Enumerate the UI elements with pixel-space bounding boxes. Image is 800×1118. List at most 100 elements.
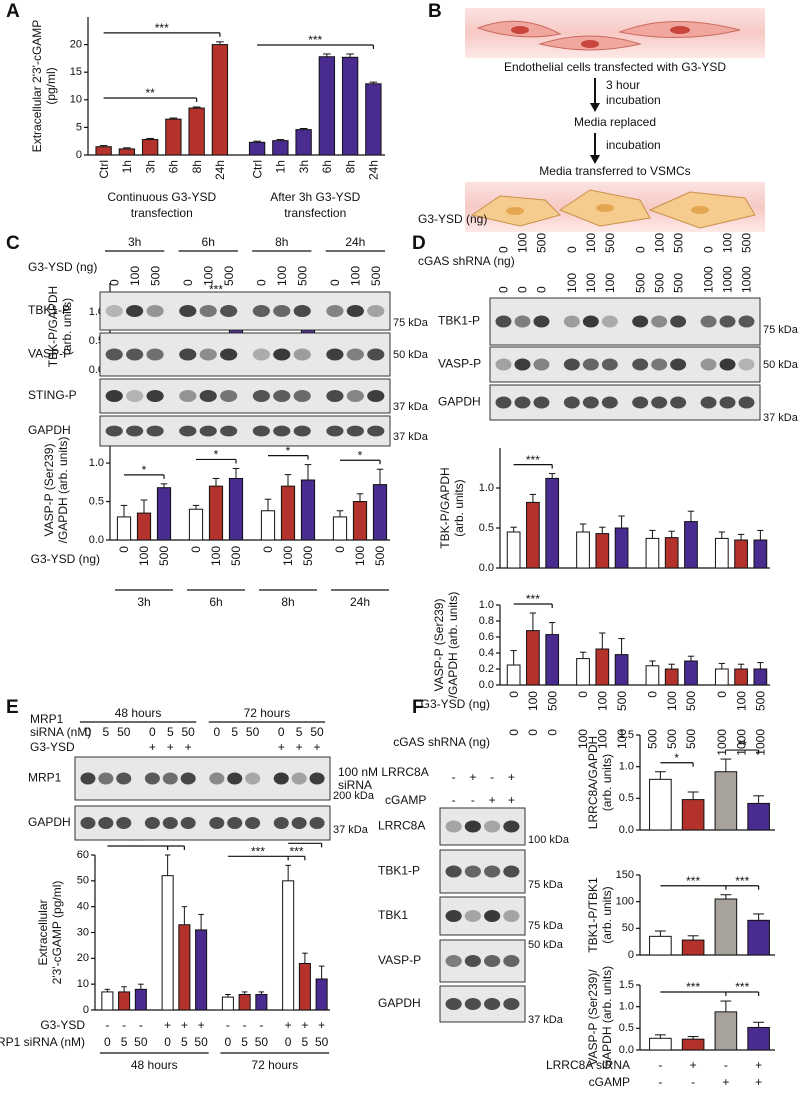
blot-band xyxy=(326,348,344,361)
bar xyxy=(614,654,629,686)
bar xyxy=(136,512,152,541)
x-row-value: 100 xyxy=(576,729,590,749)
lane-value: 0 xyxy=(535,286,549,293)
x-row-value: 50 xyxy=(194,1035,208,1049)
blot-band xyxy=(503,820,520,833)
lane-row-label: siRNA (nM) xyxy=(30,725,91,739)
diagram-text: Media replaced xyxy=(574,115,656,129)
x-row-value: - xyxy=(243,1018,247,1032)
x-row-value: 0 xyxy=(189,546,203,553)
y-tick-label: 50 xyxy=(622,922,634,934)
blot-band xyxy=(367,305,385,317)
x-row-value: - xyxy=(658,1075,662,1089)
lane-value: 500 xyxy=(295,266,309,286)
bar xyxy=(282,880,295,1011)
x-row-value: 0 xyxy=(507,691,521,698)
nucleus xyxy=(691,206,709,214)
y-axis-label: (arb. units) xyxy=(600,886,614,943)
y-tick-label: 40 xyxy=(77,901,89,913)
nucleus xyxy=(506,207,524,215)
blot-band xyxy=(445,910,462,922)
y-axis-label: VASP-P (Ser239) xyxy=(432,599,446,692)
x-row-value: 1000 xyxy=(734,729,748,756)
y-tick-label: 0.4 xyxy=(479,647,494,659)
significance-label: *** xyxy=(735,980,749,994)
x-row-value: 0 xyxy=(576,691,590,698)
blot-band xyxy=(670,358,687,371)
lane-value: + xyxy=(508,793,515,807)
y-tick-label: 0.5 xyxy=(619,1022,634,1034)
bar xyxy=(228,477,244,541)
significance-label: ** xyxy=(171,834,181,848)
bar xyxy=(332,516,348,541)
blot-band xyxy=(293,425,311,437)
lane-value: 500 xyxy=(535,233,549,253)
x-row-value: 500 xyxy=(684,691,698,711)
x-row-value: 0 xyxy=(545,729,559,736)
blot-band xyxy=(738,396,755,409)
blot-row-label: TBK1-P xyxy=(438,314,480,328)
blot-band xyxy=(495,315,512,328)
blot-band xyxy=(273,305,291,317)
lane-value: 1000 xyxy=(721,266,735,293)
blot-band xyxy=(563,315,580,328)
bar xyxy=(95,146,112,156)
x-row-value: 50 xyxy=(134,1035,148,1049)
y-tick-label: 50 xyxy=(77,875,89,887)
bar xyxy=(664,668,679,686)
x-tick-label: 8h xyxy=(190,160,204,173)
blot-band xyxy=(293,305,311,317)
x-row-value: + xyxy=(181,1018,188,1032)
blot-band xyxy=(326,390,344,402)
blot-strip xyxy=(489,297,761,346)
x-tick-label: 3h xyxy=(143,160,157,173)
x-row-value: 100 xyxy=(526,691,540,711)
blot-band xyxy=(503,865,520,878)
bar xyxy=(595,533,610,569)
lane-value: + xyxy=(185,740,192,754)
group-label: 3h xyxy=(137,595,150,609)
bar xyxy=(734,668,748,686)
diagram-text: incubation xyxy=(606,138,661,152)
x-row-value: 1000 xyxy=(754,729,768,756)
blot-band xyxy=(144,772,160,785)
y-tick-label: 0.5 xyxy=(619,792,634,804)
significance-label: *** xyxy=(251,845,265,859)
blot-band xyxy=(105,425,123,437)
nucleus xyxy=(670,26,690,34)
blot-band xyxy=(346,390,364,402)
group-label: 48 hours xyxy=(131,1058,178,1072)
x-row-value: 500 xyxy=(301,546,315,566)
x-tick-label: 1h xyxy=(120,160,134,173)
blot-band xyxy=(601,358,618,371)
blot-band xyxy=(651,315,668,328)
x-row-value: 500 xyxy=(615,691,629,711)
y-tick-label: 0 xyxy=(76,149,82,161)
blot-band xyxy=(632,315,649,328)
blot-band xyxy=(582,396,599,409)
bar xyxy=(614,527,629,569)
arrow-head xyxy=(590,103,600,112)
blot-band xyxy=(326,425,344,437)
panel-letter: F xyxy=(412,697,424,718)
blot-band xyxy=(199,348,217,361)
x-row-value: 100 xyxy=(595,729,609,749)
x-tick-label: Ctrl xyxy=(97,160,111,179)
lane-value: 100 xyxy=(128,266,142,286)
diagram-text: incubation xyxy=(606,93,661,107)
lane-value: 0 xyxy=(278,725,285,739)
blot-band xyxy=(346,425,364,437)
y-tick-label: 0.6 xyxy=(479,631,494,643)
lane-value: 0 xyxy=(181,279,195,286)
y-tick-label: 20 xyxy=(77,952,89,964)
x-row-value: 100 xyxy=(615,729,629,749)
group-label: transfection xyxy=(131,206,193,220)
blot-row-label: GAPDH xyxy=(378,996,421,1010)
bar xyxy=(352,501,368,541)
x-tick-label: 3h xyxy=(297,160,311,173)
lane-value: 100 xyxy=(584,273,598,293)
blot-band xyxy=(252,390,270,402)
blot-row-label: GAPDH xyxy=(28,423,71,437)
y-tick-label: 1.0 xyxy=(619,761,634,773)
blot-band xyxy=(273,390,291,402)
